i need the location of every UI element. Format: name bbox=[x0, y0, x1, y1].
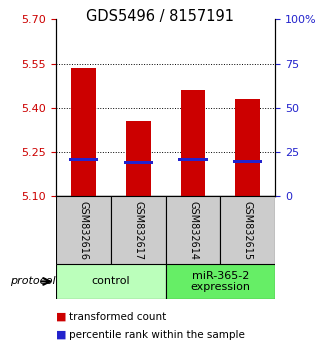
Text: ■: ■ bbox=[56, 312, 67, 322]
Text: protocol: protocol bbox=[10, 276, 55, 286]
Bar bbox=[179, 158, 208, 161]
Text: miR-365-2
expression: miR-365-2 expression bbox=[190, 270, 251, 292]
Bar bbox=[166, 196, 220, 264]
Bar bbox=[236, 99, 260, 196]
Bar bbox=[56, 264, 166, 299]
Text: control: control bbox=[92, 276, 130, 286]
Bar bbox=[181, 90, 205, 196]
Text: GDS5496 / 8157191: GDS5496 / 8157191 bbox=[86, 9, 234, 24]
Text: GSM832616: GSM832616 bbox=[78, 201, 88, 259]
Text: GSM832617: GSM832617 bbox=[133, 200, 143, 260]
Bar bbox=[126, 121, 150, 196]
Bar bbox=[111, 196, 166, 264]
Bar bbox=[71, 68, 96, 196]
Bar bbox=[69, 158, 98, 161]
Bar bbox=[124, 161, 153, 164]
Bar bbox=[220, 196, 275, 264]
Bar bbox=[233, 160, 262, 162]
Text: percentile rank within the sample: percentile rank within the sample bbox=[69, 330, 245, 339]
Text: GSM832615: GSM832615 bbox=[243, 200, 253, 260]
Text: ■: ■ bbox=[56, 330, 67, 339]
Text: transformed count: transformed count bbox=[69, 312, 166, 322]
Bar bbox=[56, 196, 111, 264]
Text: GSM832614: GSM832614 bbox=[188, 201, 198, 259]
Bar bbox=[166, 264, 275, 299]
